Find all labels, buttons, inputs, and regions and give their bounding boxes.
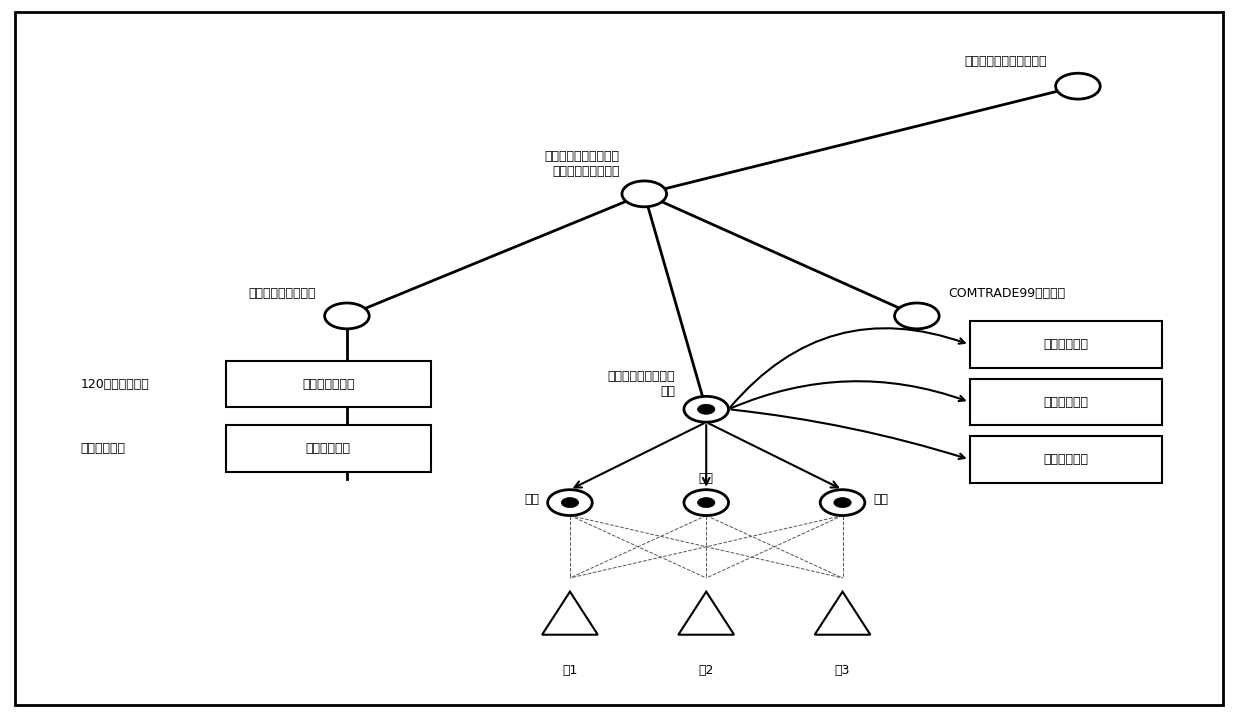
Text: 拉格朗日插値: 拉格朗日插値 bbox=[81, 442, 125, 455]
Text: 波形数据文件: 波形数据文件 bbox=[1043, 453, 1088, 466]
Bar bbox=[969, 379, 1162, 425]
Circle shape bbox=[561, 498, 579, 508]
Text: 波形数据文件: 波形数据文件 bbox=[1043, 338, 1088, 351]
Bar bbox=[969, 322, 1162, 368]
Text: 保信: 保信 bbox=[524, 493, 539, 505]
Circle shape bbox=[698, 498, 715, 508]
Circle shape bbox=[622, 181, 667, 207]
Text: 基于模糊算法的通道
选择: 基于模糊算法的通道 选择 bbox=[608, 370, 675, 398]
Text: COMTRADE99格式标准: COMTRADE99格式标准 bbox=[948, 287, 1066, 300]
Text: 故录: 故录 bbox=[699, 472, 714, 485]
Bar bbox=[225, 360, 431, 407]
Circle shape bbox=[684, 490, 729, 516]
Circle shape bbox=[1056, 73, 1100, 99]
Text: 测距: 测距 bbox=[873, 493, 888, 505]
Text: 波形标准化处理算法: 波形标准化处理算法 bbox=[249, 287, 316, 300]
Circle shape bbox=[684, 396, 729, 422]
Circle shape bbox=[548, 490, 592, 516]
Circle shape bbox=[834, 498, 851, 508]
Text: 采样点时标对齐: 采样点时标对齐 bbox=[302, 378, 354, 391]
Text: 矢量图及故障价网图展示: 矢量图及故障价网图展示 bbox=[964, 55, 1047, 68]
Text: 站2: 站2 bbox=[699, 664, 714, 677]
Text: 采样频率对齐: 采样频率对齐 bbox=[306, 442, 351, 455]
Bar bbox=[225, 425, 431, 472]
Bar bbox=[969, 436, 1162, 482]
Text: 波形数据文件: 波形数据文件 bbox=[1043, 396, 1088, 409]
Circle shape bbox=[895, 303, 939, 329]
Text: 站3: 站3 bbox=[835, 664, 850, 677]
Circle shape bbox=[325, 303, 369, 329]
Text: 波形归一化处理后展示
及综合手动分析工具: 波形归一化处理后展示 及综合手动分析工具 bbox=[544, 150, 620, 178]
Circle shape bbox=[820, 490, 865, 516]
Text: 120度过零点修正: 120度过零点修正 bbox=[81, 378, 149, 391]
Circle shape bbox=[698, 404, 715, 414]
Text: 站1: 站1 bbox=[563, 664, 577, 677]
